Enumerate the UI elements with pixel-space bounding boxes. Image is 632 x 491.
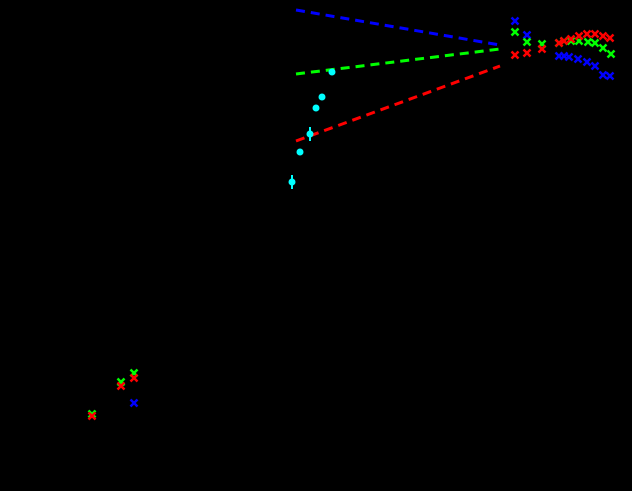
red-data-point — [116, 381, 126, 391]
red-data-point — [522, 48, 532, 58]
red-data-point — [598, 31, 608, 41]
cyan-data-point — [328, 68, 336, 76]
green-data-point — [590, 38, 600, 48]
green-data-point — [598, 43, 608, 53]
blue-data-point — [129, 398, 139, 408]
green-data-point — [510, 27, 520, 37]
green-data-point — [566, 36, 576, 46]
blue-data-point — [582, 57, 592, 67]
blue-data-point — [573, 54, 583, 64]
blue-fit-line — [295, 8, 501, 47]
green-data-point — [87, 409, 97, 419]
green-data-point — [606, 49, 616, 59]
blue-data-point — [522, 30, 532, 40]
red-data-point — [590, 29, 600, 39]
green-data-point — [583, 37, 593, 47]
red-data-point — [582, 29, 592, 39]
blue-data-point — [510, 16, 520, 26]
red-data-point — [605, 33, 615, 43]
red-data-point — [559, 36, 569, 46]
data-markers — [87, 16, 616, 421]
red-data-point — [537, 44, 547, 54]
cyan-data-point — [288, 175, 296, 189]
cyan-data-point — [318, 93, 326, 101]
red-data-point — [566, 34, 576, 44]
red-data-point — [574, 31, 584, 41]
cyan-data-point — [296, 148, 304, 156]
red-fit-line — [295, 64, 501, 143]
red-data-point — [510, 50, 520, 60]
blue-data-point — [605, 71, 615, 81]
red-data-point — [129, 373, 139, 383]
blue-data-point — [564, 52, 574, 62]
blue-data-point — [590, 61, 600, 71]
cyan-data-point — [306, 127, 314, 141]
blue-data-point — [598, 70, 608, 80]
green-data-point — [522, 37, 532, 47]
red-data-point — [554, 38, 564, 48]
red-data-point — [87, 411, 97, 421]
cyan-data-point — [312, 104, 320, 112]
